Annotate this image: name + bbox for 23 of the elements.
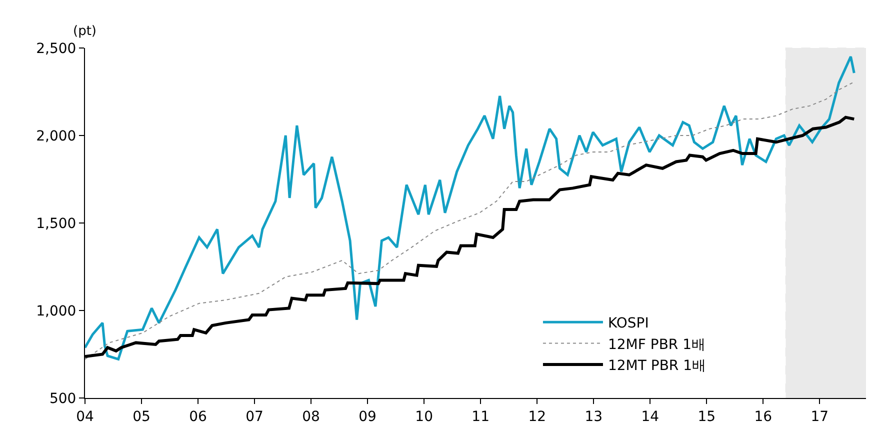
y-tick-label: 2,500 xyxy=(36,40,76,57)
legend-label: 12MF PBR 1배 xyxy=(608,336,706,353)
legend-label: KOSPI xyxy=(608,316,649,332)
x-tick-label: 14 xyxy=(641,408,660,425)
x-tick-label: 09 xyxy=(358,408,376,425)
y-axis-title: (pt) xyxy=(73,24,96,39)
y-tick-label: 1,000 xyxy=(36,303,76,320)
x-tick-label: 11 xyxy=(472,408,490,425)
x-tick-label: 06 xyxy=(189,408,208,425)
x-tick-label: 12 xyxy=(528,408,546,425)
x-tick-label: 13 xyxy=(584,408,603,425)
x-tick-label: 10 xyxy=(415,408,433,425)
x-tick-label: 04 xyxy=(76,408,94,425)
y-tick-label: 500 xyxy=(49,390,76,407)
x-tick-label: 07 xyxy=(246,408,264,425)
y-tick-label: 2,000 xyxy=(36,128,76,144)
x-tick-label: 16 xyxy=(754,408,772,425)
x-tick-label: 15 xyxy=(698,408,716,425)
y-tick-label: 1,500 xyxy=(36,216,76,232)
x-tick-label: 08 xyxy=(302,408,320,425)
x-tick-label: 05 xyxy=(132,408,150,425)
legend-label: 12MT PBR 1배 xyxy=(608,358,706,374)
x-tick-label: 17 xyxy=(810,408,829,425)
